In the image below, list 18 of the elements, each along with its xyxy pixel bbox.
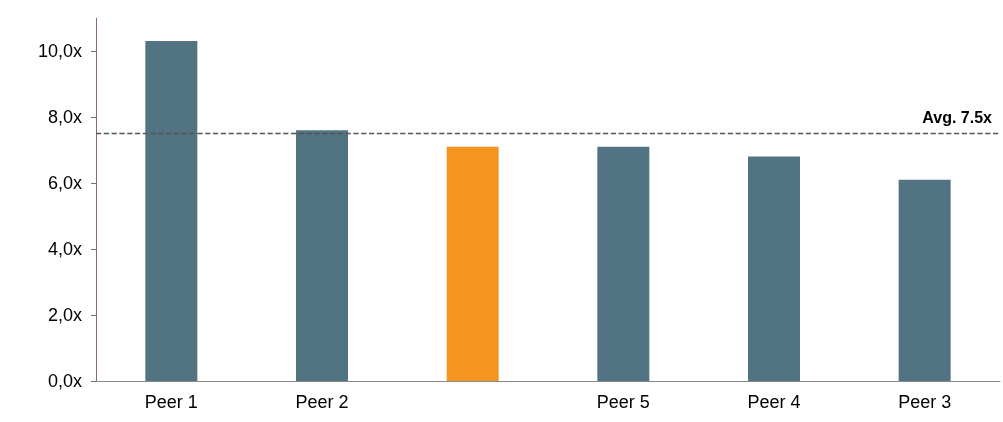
bar [898, 179, 951, 381]
y-tick-label: 6,0x [47, 173, 82, 193]
bar [597, 146, 650, 381]
ref-line-label: Avg. 7.5x [922, 109, 993, 126]
bar [748, 156, 800, 381]
y-tick-label: 10,0x [37, 41, 82, 61]
x-tick-label: Peer 1 [144, 392, 198, 412]
y-tick-label: 2,0x [47, 305, 82, 325]
bar [446, 146, 499, 381]
x-tick-label: Peer 4 [747, 392, 801, 412]
x-tick-label: Peer 3 [898, 392, 952, 412]
y-tick-label: 0,0x [47, 371, 82, 391]
x-tick-label: Peer 2 [295, 392, 349, 412]
y-tick-label: 8,0x [47, 107, 82, 127]
y-tick-label: 4,0x [47, 239, 82, 259]
bar [145, 41, 198, 381]
x-tick-label: Peer 5 [596, 392, 650, 412]
bar [296, 130, 348, 381]
